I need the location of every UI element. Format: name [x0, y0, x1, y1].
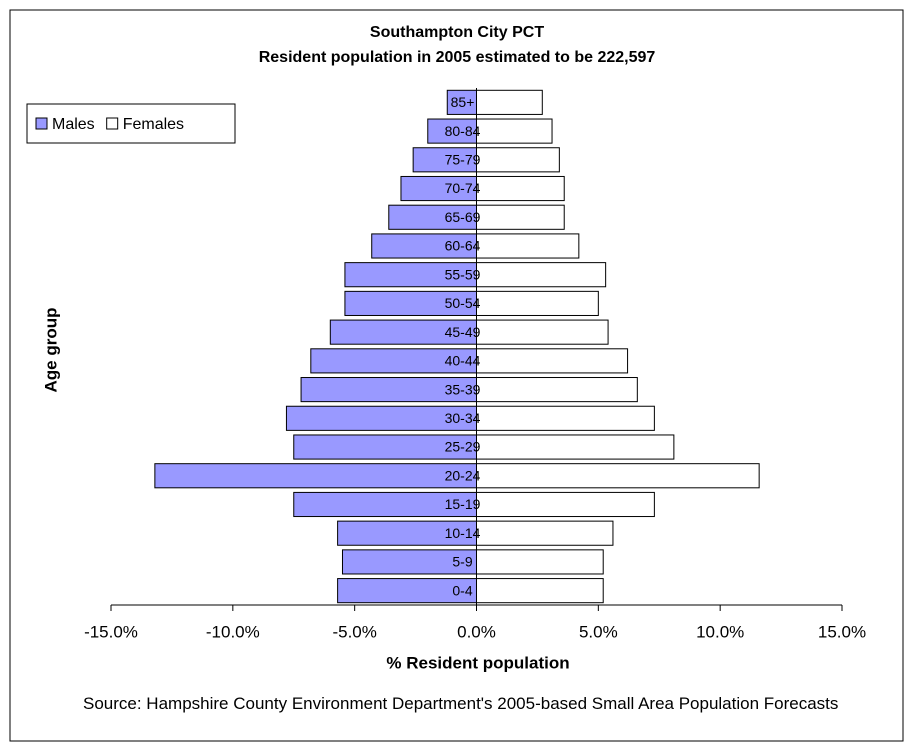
bar [476, 89, 543, 115]
legend-swatch [35, 117, 48, 130]
legend-swatch [106, 117, 119, 130]
category-label: 85+ [451, 94, 475, 110]
category-label: 15-19 [445, 496, 481, 512]
bar [476, 463, 760, 489]
bar [476, 175, 565, 202]
bar [412, 147, 477, 173]
bar [446, 89, 478, 115]
category-label: 75-79 [445, 152, 481, 168]
legend-label: Females [123, 116, 184, 133]
source-note: Source: Hampshire County Environment Dep… [83, 694, 839, 713]
category-label: 60-64 [445, 238, 481, 254]
bar [344, 262, 478, 288]
category-label: 55-59 [445, 266, 481, 282]
x-tick-label: -15.0% [84, 622, 138, 641]
y-axis-label: Age group [41, 308, 60, 393]
bar [476, 233, 580, 259]
bar [476, 319, 609, 345]
x-tick-label: -10.0% [206, 622, 260, 641]
bar [476, 491, 655, 518]
x-tick-label: 5.0% [579, 622, 618, 641]
category-label: 65-69 [445, 209, 481, 225]
bar [476, 290, 599, 316]
bar [476, 405, 655, 431]
x-tick-label: 0.0% [457, 622, 496, 641]
chart-subtitle: Resident population in 2005 estimated to… [259, 49, 656, 66]
category-label: 40-44 [445, 353, 481, 369]
category-label: 10-14 [445, 525, 481, 541]
bar [310, 348, 477, 374]
legend-box [26, 103, 236, 144]
bar [337, 520, 477, 546]
bar [293, 491, 477, 518]
legend-label: Males [52, 116, 95, 133]
category-label: 5-9 [452, 554, 472, 570]
bar [400, 175, 478, 202]
category-label: 0-4 [452, 582, 472, 598]
bar [476, 204, 565, 230]
category-label: 45-49 [445, 324, 481, 340]
bar [476, 348, 629, 374]
bar [154, 463, 478, 489]
bar [476, 118, 553, 144]
chart-title: Southampton City PCT [370, 24, 544, 41]
category-label: 70-74 [445, 180, 481, 196]
bar [476, 520, 614, 546]
bar [476, 377, 638, 403]
category-label: 30-34 [445, 410, 481, 426]
x-tick-label: 10.0% [696, 622, 744, 641]
bar [344, 290, 478, 316]
bar [293, 434, 477, 460]
category-label: 80-84 [445, 123, 481, 139]
category-label: 35-39 [445, 381, 481, 397]
bar [371, 233, 477, 259]
category-label: 50-54 [445, 295, 481, 311]
bar [285, 405, 477, 431]
bar [476, 434, 675, 460]
bar [476, 549, 604, 575]
bar [476, 262, 607, 288]
category-label: 20-24 [445, 467, 481, 483]
bar [476, 147, 560, 173]
bar [300, 377, 477, 403]
x-axis-label: % Resident population [386, 653, 569, 672]
category-label: 25-29 [445, 439, 481, 455]
x-tick-label: -5.0% [332, 622, 376, 641]
x-tick-label: 15.0% [818, 622, 866, 641]
bar [476, 578, 604, 604]
bar [337, 578, 477, 604]
